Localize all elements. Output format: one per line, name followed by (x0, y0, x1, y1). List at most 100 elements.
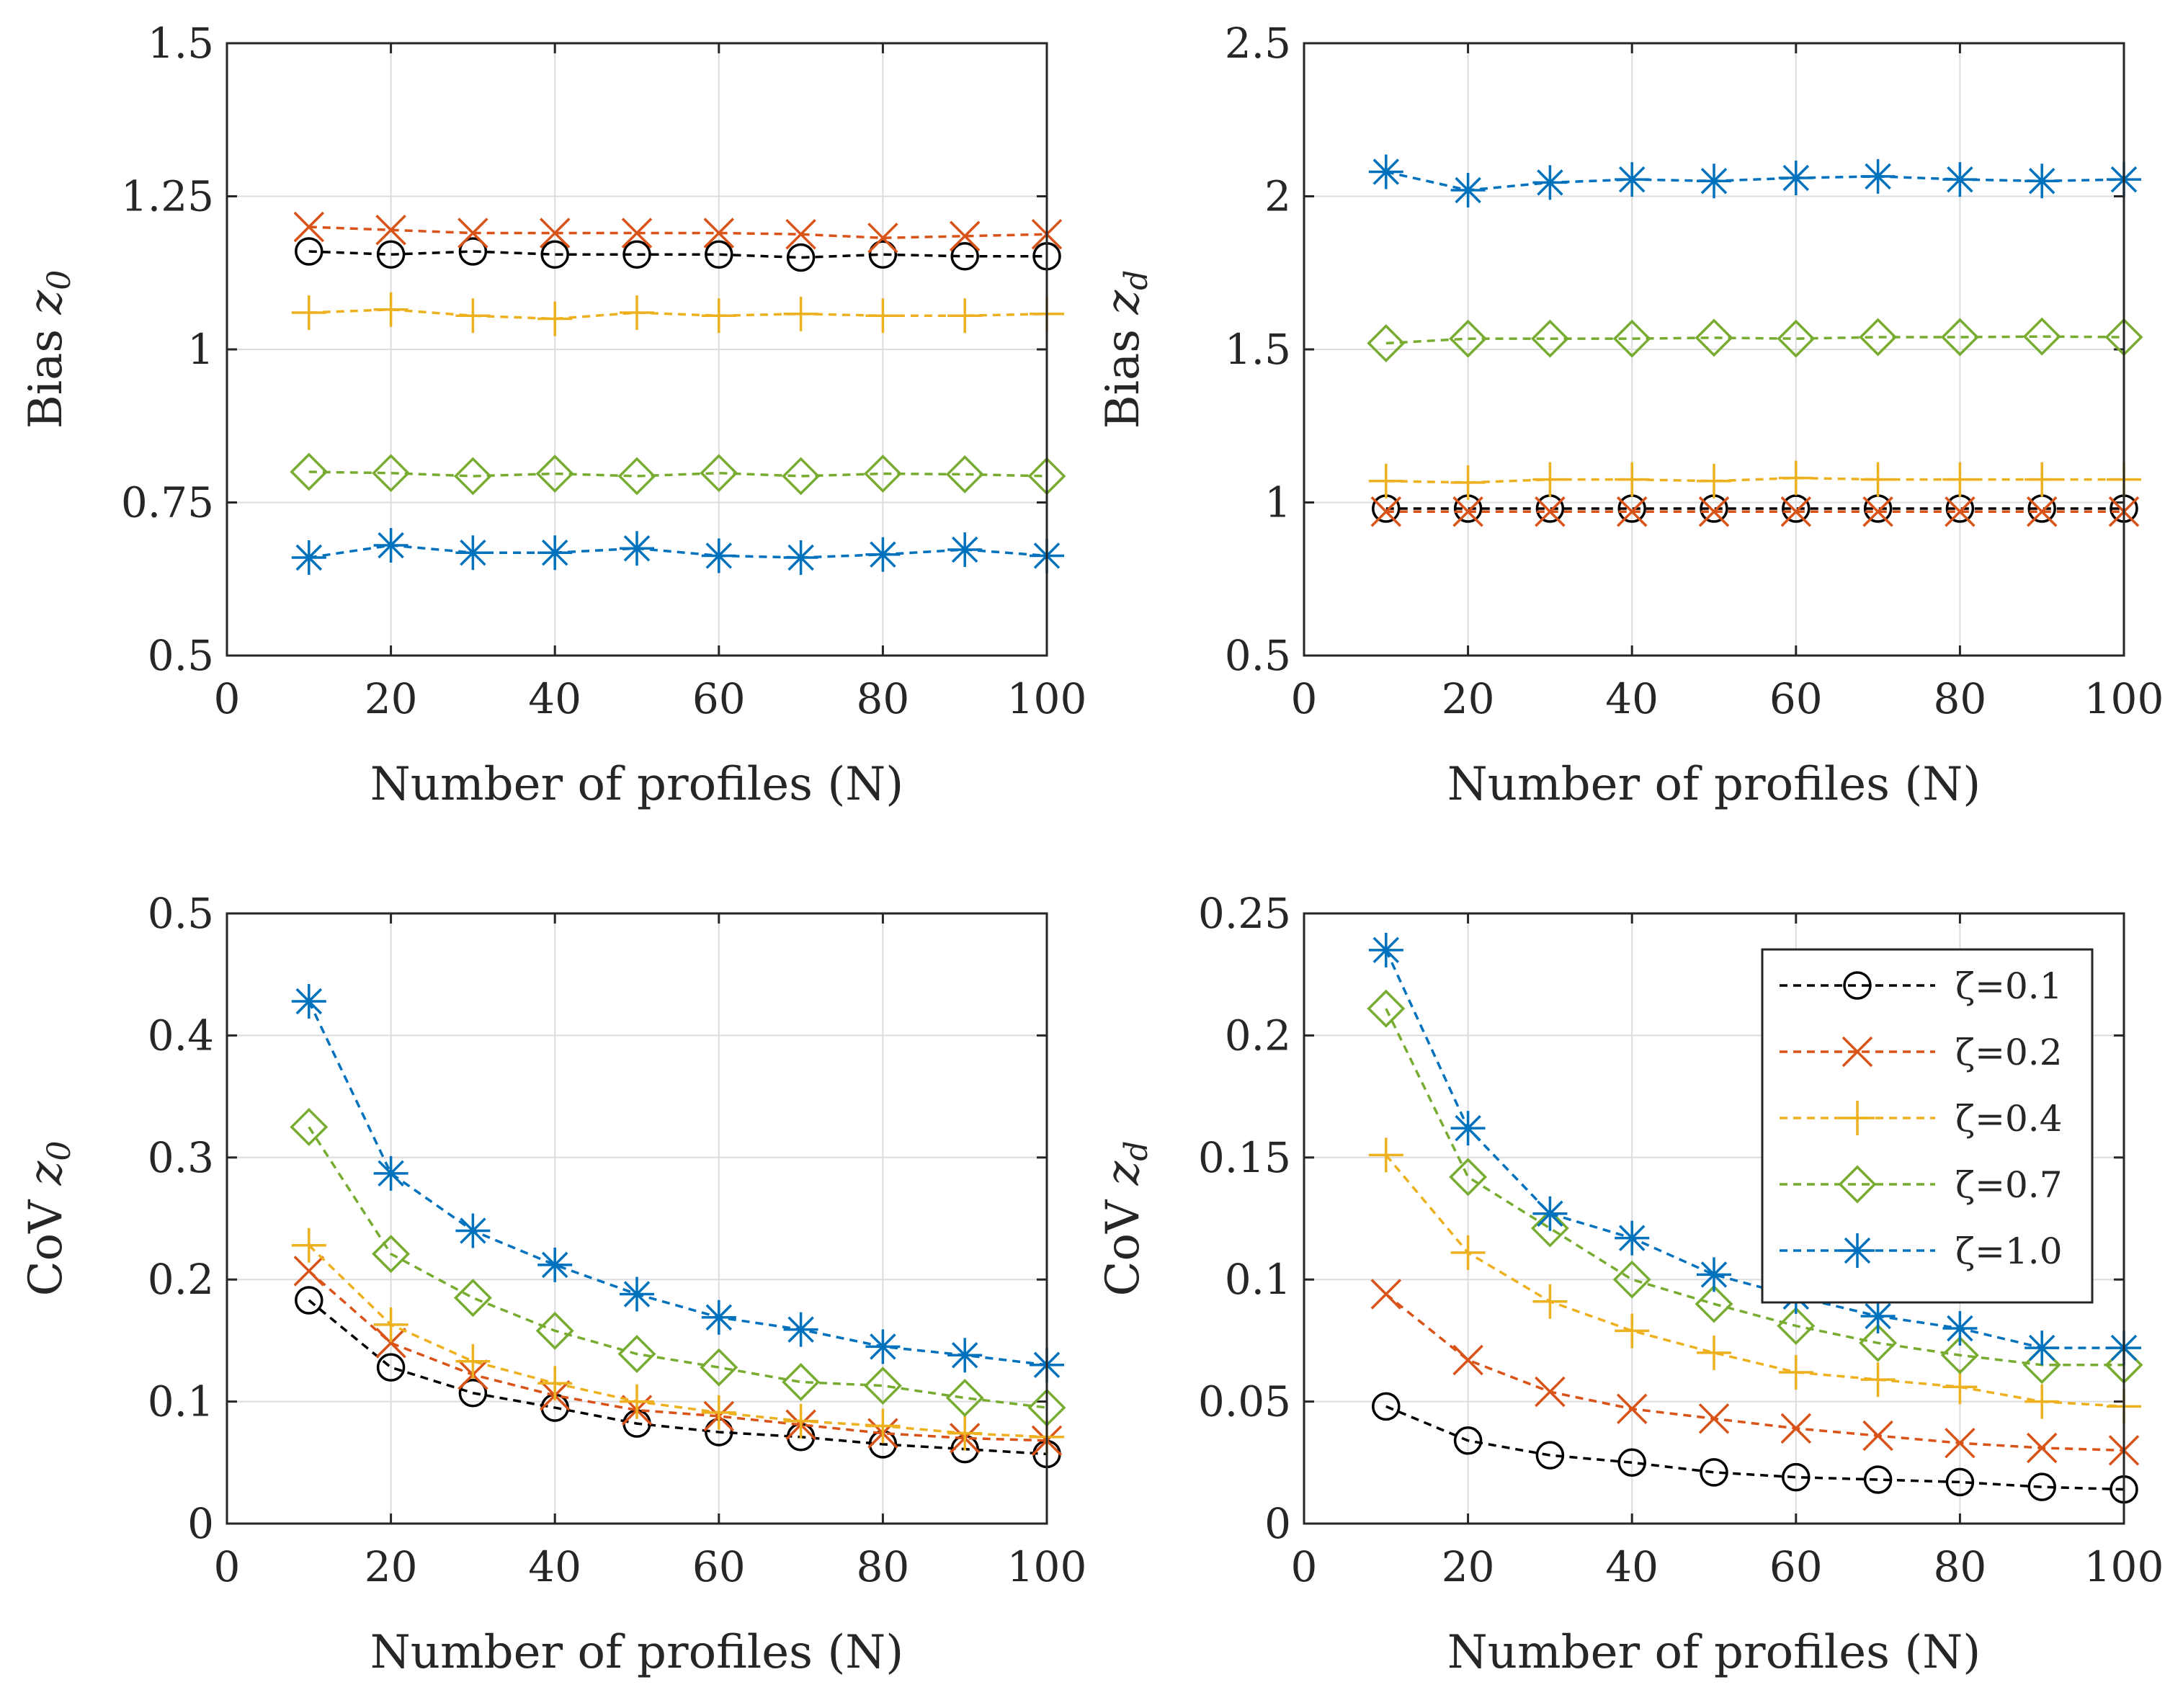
series-ζ=0.7 (290, 1107, 1066, 1427)
data-point (621, 218, 653, 249)
chart-cov-zd: 0 20 40 60 80 100 0 0.05 0.1 0.15 0.2 0.25 Number of… (1097, 889, 2164, 1679)
data-point (1612, 319, 1651, 358)
data-point (1777, 319, 1816, 358)
data-point (1697, 1257, 1731, 1292)
y-axis-label-sub: 0 (41, 1141, 78, 1161)
x-axis-label: Number of profiles (N) (370, 758, 904, 811)
data-point (1945, 1467, 1975, 1497)
data-point (2024, 1331, 2060, 1366)
data-point (1615, 1313, 1650, 1349)
x-tick-label: 80 (856, 674, 909, 723)
data-point (945, 1379, 984, 1417)
data-point (1452, 496, 1483, 527)
data-point (947, 1338, 983, 1373)
data-point (1697, 164, 1731, 199)
legend-marker (1843, 971, 1872, 1000)
y-axis-label-var: z (19, 289, 73, 315)
data-point (617, 457, 656, 496)
data-point (1695, 1284, 1733, 1323)
data-point (1859, 1323, 1898, 1362)
data-point (372, 454, 411, 493)
y-tick-label: 0.05 (1198, 1377, 1291, 1426)
y-tick-label: 1.5 (1225, 325, 1291, 374)
data-point (1860, 1362, 1896, 1398)
data-point (2022, 317, 2061, 356)
data-point (620, 1384, 654, 1419)
data-point (950, 242, 979, 271)
data-point (537, 301, 573, 336)
series-line (1385, 1293, 2125, 1452)
data-point (705, 240, 733, 269)
data-point (1777, 1307, 1816, 1346)
series-line (1385, 1405, 2125, 1491)
series-line (308, 1299, 1048, 1456)
data-point (1535, 1441, 1565, 1470)
data-point (291, 983, 326, 1019)
y-tick-label: 0.2 (148, 1255, 214, 1304)
x-tick-label: 100 (2084, 674, 2164, 723)
data-point (1863, 1465, 1893, 1494)
data-point (293, 1256, 325, 1287)
y-axis-label-var: z (19, 1160, 73, 1186)
data-point (1698, 1403, 1730, 1434)
data-point (1453, 1426, 1483, 1455)
x-tick-label: 100 (1007, 674, 1087, 723)
data-point (458, 1378, 488, 1408)
x-tick-label: 20 (1442, 674, 1495, 723)
data-point (1367, 989, 1406, 1028)
y-axis-label-sub: 0 (41, 270, 78, 290)
data-point (373, 292, 409, 327)
series-ζ=0.4 (291, 1228, 1064, 1454)
data-point (701, 1300, 736, 1335)
data-point (1942, 462, 1978, 497)
x-tick-label: 0 (1291, 1542, 1318, 1591)
data-point (535, 455, 574, 493)
y-tick-label: 0.3 (148, 1133, 214, 1182)
legend-marker (1840, 1233, 1875, 1268)
data-point (1450, 1111, 1486, 1146)
x-tick-label: 40 (528, 1542, 581, 1591)
x-tick-label: 20 (1442, 1542, 1495, 1591)
data-point (375, 215, 406, 246)
data-point (863, 455, 902, 493)
data-point (783, 540, 818, 575)
data-point (1700, 1458, 1728, 1487)
data-point (701, 538, 736, 573)
data-point (783, 1312, 818, 1347)
data-point (373, 1155, 409, 1191)
x-tick-label: 80 (856, 1542, 909, 1591)
data-point (947, 532, 983, 567)
data-point (2026, 1432, 2058, 1464)
data-point (1368, 932, 1403, 967)
data-point (1860, 462, 1896, 497)
series-ζ=0.1 (1372, 1392, 2138, 1504)
legend-label: ζ=1.0 (1955, 1230, 2063, 1272)
data-point (453, 1279, 492, 1318)
data-point (455, 1213, 491, 1248)
legend-entry: ζ=1.0 (1780, 1230, 2063, 1272)
data-point (1617, 1448, 1646, 1477)
data-point (1860, 1299, 1896, 1334)
data-point (947, 1416, 983, 1451)
y-tick-label: 0.15 (1198, 1133, 1291, 1182)
legend-entry: ζ=0.1 (1780, 965, 2063, 1007)
y-axis-label-text: Bias (19, 314, 73, 429)
series-ζ=0.4 (1368, 460, 2141, 500)
data-point (1372, 1392, 1401, 1421)
legend-marker (1842, 1036, 1873, 1068)
x-tick-label: 100 (2084, 1542, 2164, 1591)
data-point (537, 1247, 573, 1282)
data-point (375, 1328, 406, 1359)
data-point (620, 531, 654, 566)
data-point (1698, 496, 1730, 527)
legend-marker (1838, 1165, 1877, 1204)
data-point (1778, 161, 1813, 195)
series-ζ=0.1 (295, 237, 1061, 272)
data-point (1780, 1413, 1812, 1444)
data-point (1945, 496, 1976, 527)
data-point (620, 295, 654, 330)
data-point (1697, 463, 1731, 498)
data-point (376, 240, 406, 269)
series-ζ=0.2 (293, 211, 1063, 254)
y-tick-label: 0.5 (148, 631, 214, 680)
